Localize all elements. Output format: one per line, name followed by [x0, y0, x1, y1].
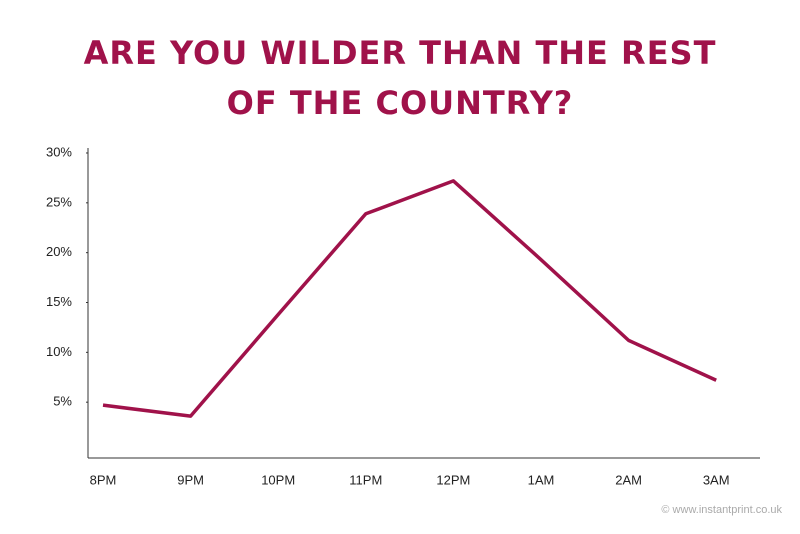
- x-tick-label: 9PM: [177, 472, 204, 487]
- x-tick-label: 2AM: [615, 472, 642, 487]
- x-tick-label: 11PM: [349, 472, 382, 487]
- y-tick-label: 25%: [46, 194, 72, 209]
- x-tick-label: 8PM: [90, 472, 117, 487]
- y-tick-label: 20%: [46, 244, 72, 259]
- y-tick-label: 5%: [53, 394, 72, 409]
- chart-title: ARE YOU WILDER THAN THE REST OF THE COUN…: [83, 34, 717, 122]
- x-tick-label: 12PM: [436, 472, 470, 487]
- y-tick-label: 15%: [46, 294, 72, 309]
- x-tick-label: 1AM: [528, 472, 555, 487]
- line: [102, 179, 717, 418]
- x-tick-label: 3AM: [703, 472, 730, 487]
- x-tick-label: 10PM: [261, 472, 295, 487]
- y-tick-label: 10%: [46, 344, 72, 359]
- y-tick-label: 30%: [46, 144, 72, 159]
- source: © www.instantprint.co.uk: [661, 504, 782, 516]
